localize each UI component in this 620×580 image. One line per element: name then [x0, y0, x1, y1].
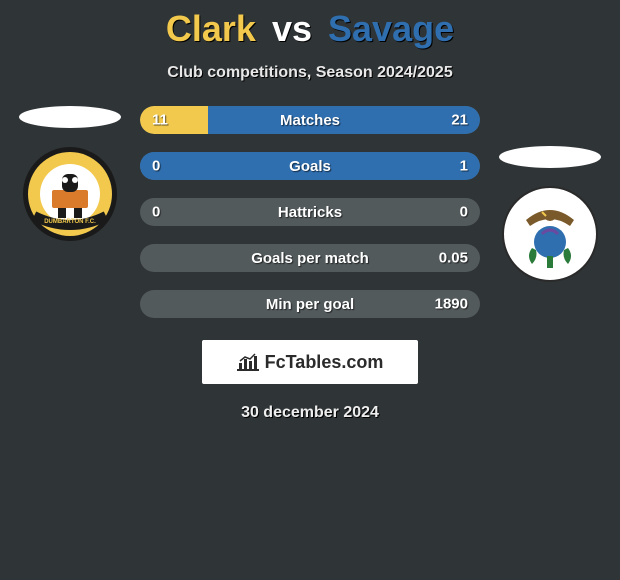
comparison-card: Clark vs Savage Club competitions, Seaso… [0, 0, 620, 422]
stat-value-right: 1 [460, 158, 468, 175]
stat-bar-right [208, 106, 480, 134]
stat-row: 0 Hattricks 0 [140, 198, 480, 226]
subtitle: Club competitions, Season 2024/2025 [167, 64, 452, 82]
stat-value-right: 0.05 [439, 250, 468, 267]
stat-label: Hattricks [278, 204, 342, 221]
stat-label: Goals per match [251, 250, 369, 267]
branding-banner[interactable]: FcTables.com [202, 340, 418, 384]
player1-name: Clark [166, 8, 256, 49]
page-title: Clark vs Savage [166, 8, 454, 50]
chart-icon [237, 353, 259, 371]
stat-label: Matches [280, 112, 340, 129]
stat-label: Goals [289, 158, 331, 175]
vs-text: vs [272, 8, 312, 49]
stat-bar-left [140, 106, 208, 134]
stat-label: Min per goal [266, 296, 354, 313]
player1-flag [19, 106, 121, 128]
branding-text: FcTables.com [265, 352, 384, 373]
stat-row: 0 Goals 1 [140, 152, 480, 180]
stat-row: 11 Matches 21 [140, 106, 480, 134]
stat-value-right: 21 [451, 112, 468, 129]
player2-flag [499, 146, 601, 168]
player1-club-badge: DUMBARTON F.C. [22, 146, 118, 242]
player2-name: Savage [328, 8, 454, 49]
stat-row: Min per goal 1890 [140, 290, 480, 318]
stat-row: Goals per match 0.05 [140, 244, 480, 272]
stat-value-right: 0 [460, 204, 468, 221]
left-side: DUMBARTON F.C. [10, 106, 130, 242]
player2-club-badge [502, 186, 598, 282]
date-label: 30 december 2024 [241, 404, 379, 422]
stat-value-left: 0 [152, 158, 160, 175]
stat-value-left: 11 [152, 112, 168, 129]
stats-panel: 11 Matches 21 0 Goals 1 0 Hattricks 0 Goals per m… [140, 106, 480, 318]
svg-text:DUMBARTON F.C.: DUMBARTON F.C. [44, 219, 96, 225]
main-panel: DUMBARTON F.C. 11 Matches 21 0 Goals 1 0 Hattri… [0, 106, 620, 318]
stat-value-right: 1890 [435, 296, 468, 313]
stat-value-left: 0 [152, 204, 160, 221]
right-side [490, 146, 610, 282]
